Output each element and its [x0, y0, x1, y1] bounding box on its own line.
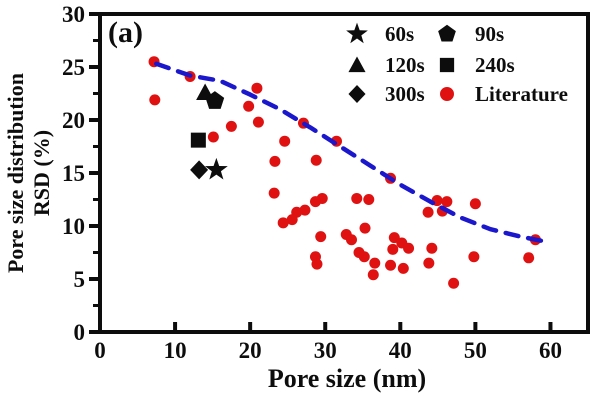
literature-point — [423, 257, 435, 269]
legend-label-60s: 60s — [385, 21, 415, 46]
x-tick-label: 10 — [164, 338, 187, 363]
figure-label: (a) — [108, 16, 143, 49]
literature-point — [279, 135, 291, 147]
literature-point — [469, 198, 481, 210]
triangle-icon — [348, 56, 366, 73]
x-tick-label: 30 — [314, 338, 337, 363]
literature-point — [385, 259, 397, 271]
y-tick-label: 20 — [62, 108, 85, 133]
literature-point — [387, 243, 399, 255]
legend-item-120s: 120s — [344, 52, 425, 78]
literature-point — [426, 242, 438, 254]
legend-item-90s: 90s — [434, 21, 504, 47]
x-tick-label: 20 — [239, 338, 262, 363]
star-glyph — [346, 22, 368, 44]
literature-point — [277, 217, 289, 229]
literature-point — [149, 94, 161, 106]
y-tick-label: 5 — [74, 267, 86, 292]
y-axis-title-line1: Pore size distribution — [3, 72, 28, 274]
literature-point — [422, 206, 434, 218]
legend-item-60s: 60s — [344, 21, 414, 47]
literature-point — [403, 242, 415, 254]
marker-120s — [196, 83, 215, 100]
literature-point — [310, 154, 322, 166]
square-glyph — [439, 57, 455, 73]
literature-point — [397, 262, 409, 274]
literature-point — [315, 231, 327, 243]
legend-item-240s: 240s — [434, 52, 515, 78]
x-tick-label: 40 — [389, 338, 412, 363]
marker-300s — [190, 160, 209, 180]
y-tick-label: 10 — [62, 214, 85, 239]
literature-point — [367, 269, 379, 281]
red-circle-icon — [440, 87, 454, 101]
plot-border — [98, 12, 590, 334]
literature-point — [369, 257, 381, 269]
literature-point — [363, 194, 375, 205]
literature-point — [225, 120, 237, 132]
pentagon-icon — [438, 24, 456, 42]
literature-point — [286, 214, 298, 226]
star-icon — [346, 22, 368, 44]
y-tick-label: 0 — [74, 320, 86, 345]
x-tick-label: 50 — [464, 338, 487, 363]
x-axis-title: Pore size (nm) — [267, 364, 427, 393]
triangle-glyph — [348, 56, 366, 73]
legend-label-240s: 240s — [475, 52, 515, 77]
legend-label-300s: 300s — [385, 81, 425, 106]
pentagon-glyph — [438, 24, 456, 42]
y-tick-label: 25 — [62, 55, 85, 80]
marker-240s — [190, 132, 206, 148]
y-tick-label: 30 — [62, 2, 85, 27]
generated-trend-line — [154, 61, 544, 244]
diamond-icon — [348, 84, 366, 104]
literature-point — [523, 252, 535, 264]
literature-point — [351, 192, 363, 204]
literature-point — [309, 196, 321, 208]
literature-point — [268, 187, 280, 199]
legend-label-literature: Literature — [475, 81, 568, 106]
literature-point — [252, 116, 264, 128]
trend-dashed-line — [154, 61, 544, 244]
y-tick-label: 15 — [62, 161, 85, 186]
legend-item-300s: 300s — [344, 81, 425, 107]
square-icon — [439, 57, 455, 73]
literature-point — [243, 100, 255, 112]
x-tick-label: 60 — [539, 338, 562, 363]
literature-point — [251, 82, 263, 94]
literature-point — [269, 155, 281, 167]
literature-point — [448, 277, 460, 289]
marker-60s — [204, 157, 228, 180]
legend-label-120s: 120s — [385, 52, 425, 77]
literature-point — [299, 204, 311, 216]
diamond-glyph — [348, 84, 366, 104]
literature-point — [441, 196, 453, 208]
literature-point — [346, 234, 358, 246]
legend-label-90s: 90s — [475, 21, 505, 46]
y-axis-title-line2: RSD (%) — [29, 129, 54, 217]
x-tick-label: 0 — [94, 338, 106, 363]
circle-glyph — [440, 87, 454, 101]
literature-point — [358, 251, 370, 263]
literature-point — [207, 131, 219, 143]
literature-point — [359, 222, 371, 234]
literature-point — [311, 258, 323, 270]
literature-point — [468, 251, 480, 263]
legend-item-literature: Literature — [434, 81, 568, 107]
